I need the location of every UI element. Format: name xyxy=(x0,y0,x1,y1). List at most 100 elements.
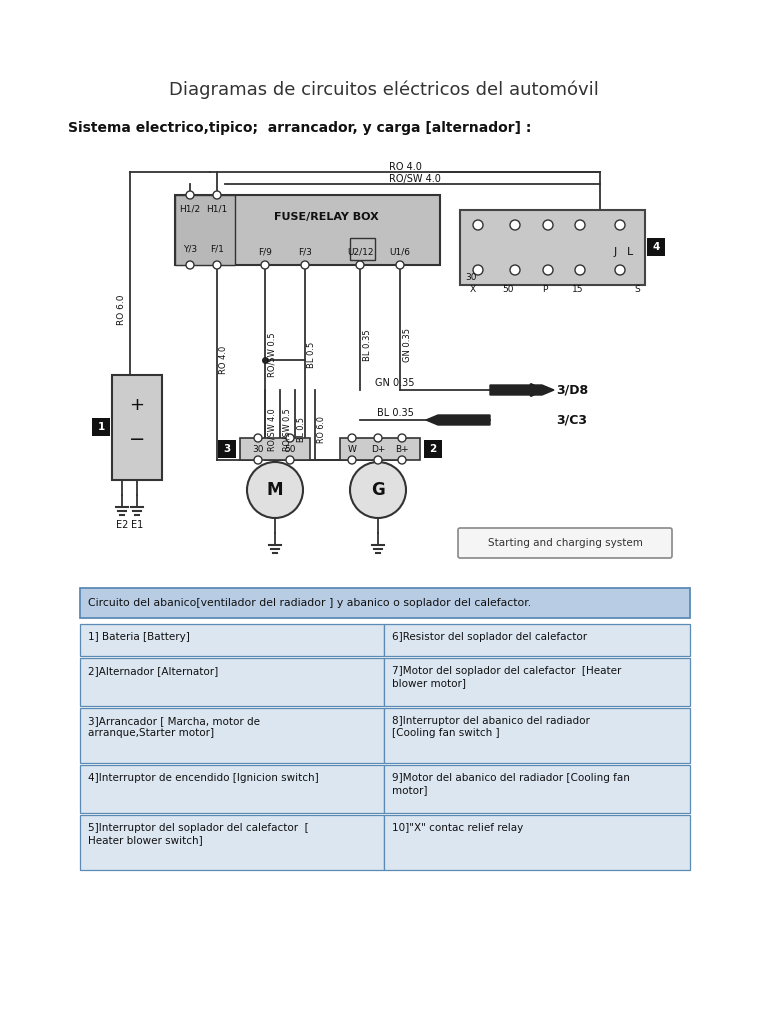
Text: BL 0.5: BL 0.5 xyxy=(297,418,306,442)
Text: 3]Arrancador [ Marcha, motor de
arranque,Starter motor]: 3]Arrancador [ Marcha, motor de arranque… xyxy=(88,716,260,737)
Text: RO/SW 4.0: RO/SW 4.0 xyxy=(267,409,276,452)
Text: BL 0.35: BL 0.35 xyxy=(362,329,372,360)
Circle shape xyxy=(510,220,520,230)
Text: J: J xyxy=(614,247,617,257)
Bar xyxy=(350,238,375,260)
Bar xyxy=(384,708,690,763)
Text: RO 4.0: RO 4.0 xyxy=(389,162,422,172)
Text: S: S xyxy=(634,285,640,294)
Circle shape xyxy=(473,220,483,230)
Bar xyxy=(175,195,235,265)
Text: 3/C3: 3/C3 xyxy=(557,414,588,427)
Text: P: P xyxy=(542,285,548,294)
Circle shape xyxy=(254,456,262,464)
Text: RO/SW 4.0: RO/SW 4.0 xyxy=(389,174,441,184)
Text: BL 0.35: BL 0.35 xyxy=(376,408,413,418)
Bar xyxy=(460,210,645,285)
Text: U2/12: U2/12 xyxy=(346,248,373,256)
Circle shape xyxy=(301,261,309,269)
Text: W: W xyxy=(348,444,356,454)
Text: Diagramas de circuitos eléctricos del automóvil: Diagramas de circuitos eléctricos del au… xyxy=(169,81,599,99)
Text: U1/6: U1/6 xyxy=(389,248,411,256)
Text: 1: 1 xyxy=(98,422,104,432)
Text: RO 6.0: RO 6.0 xyxy=(317,417,326,443)
Bar xyxy=(384,624,690,656)
Bar xyxy=(384,658,690,706)
Text: D+: D+ xyxy=(371,444,386,454)
Text: RO/SW 0.5: RO/SW 0.5 xyxy=(267,333,276,377)
Bar xyxy=(240,438,310,460)
Bar xyxy=(384,765,690,813)
Circle shape xyxy=(247,462,303,518)
Text: +: + xyxy=(130,396,144,414)
Text: F/1: F/1 xyxy=(210,245,224,254)
Text: E2: E2 xyxy=(116,520,128,530)
Circle shape xyxy=(398,434,406,442)
Circle shape xyxy=(615,265,625,275)
Bar xyxy=(424,440,442,458)
Circle shape xyxy=(186,261,194,269)
Bar xyxy=(92,418,110,436)
Text: 15: 15 xyxy=(572,285,584,294)
Text: FUSE/RELAY BOX: FUSE/RELAY BOX xyxy=(273,212,379,222)
Text: L: L xyxy=(627,247,633,257)
Text: −: − xyxy=(129,430,145,450)
Text: G: G xyxy=(371,481,385,499)
Circle shape xyxy=(575,220,585,230)
FancyArrow shape xyxy=(490,385,554,395)
Circle shape xyxy=(374,456,382,464)
Circle shape xyxy=(543,220,553,230)
Text: 7]Motor del soplador del calefactor  [Heater
blower motor]: 7]Motor del soplador del calefactor [Hea… xyxy=(392,666,621,687)
Circle shape xyxy=(510,265,520,275)
Text: 1] Bateria [Battery]: 1] Bateria [Battery] xyxy=(88,632,190,642)
Circle shape xyxy=(213,191,221,199)
Bar xyxy=(80,624,384,656)
Bar xyxy=(80,815,384,870)
Bar xyxy=(460,530,670,556)
FancyBboxPatch shape xyxy=(458,528,672,558)
Text: M: M xyxy=(266,481,283,499)
Circle shape xyxy=(286,434,294,442)
Text: BL 0.5: BL 0.5 xyxy=(307,342,316,368)
Circle shape xyxy=(261,261,269,269)
FancyArrow shape xyxy=(426,415,490,425)
Text: 2]Alternador [Alternator]: 2]Alternador [Alternator] xyxy=(88,666,218,676)
Circle shape xyxy=(286,456,294,464)
Text: H1/2: H1/2 xyxy=(180,205,200,213)
Text: 10]"X" contac relief relay: 10]"X" contac relief relay xyxy=(392,823,523,833)
Bar xyxy=(80,708,384,763)
Circle shape xyxy=(356,261,364,269)
Circle shape xyxy=(396,261,404,269)
Text: E1: E1 xyxy=(131,520,143,530)
Circle shape xyxy=(374,434,382,442)
Text: 8]Interruptor del abanico del radiador
[Cooling fan switch ]: 8]Interruptor del abanico del radiador [… xyxy=(392,716,590,737)
Text: 50: 50 xyxy=(284,444,296,454)
Bar xyxy=(80,765,384,813)
Circle shape xyxy=(398,456,406,464)
Bar xyxy=(80,588,690,618)
Circle shape xyxy=(348,456,356,464)
Bar xyxy=(340,438,420,460)
Bar xyxy=(218,440,236,458)
Text: 30: 30 xyxy=(252,444,263,454)
Text: Starting and charging system: Starting and charging system xyxy=(488,538,643,548)
Text: 4: 4 xyxy=(652,242,660,252)
Circle shape xyxy=(615,220,625,230)
Text: 30: 30 xyxy=(465,272,476,282)
Text: F/9: F/9 xyxy=(258,248,272,256)
Text: Circuito del abanico[ventilador del radiador ] y abanico o soplador del calefact: Circuito del abanico[ventilador del radi… xyxy=(88,598,531,608)
Circle shape xyxy=(213,261,221,269)
Circle shape xyxy=(575,265,585,275)
Text: 4]Interruptor de encendido [Ignicion switch]: 4]Interruptor de encendido [Ignicion swi… xyxy=(88,773,319,783)
Text: GN 0.35: GN 0.35 xyxy=(402,328,412,362)
Text: Sistema electrico,tipico;  arrancador, y carga [alternador] :: Sistema electrico,tipico; arrancador, y … xyxy=(68,121,531,135)
Text: GN 0.35: GN 0.35 xyxy=(376,378,415,388)
Text: 2: 2 xyxy=(429,444,437,454)
Bar xyxy=(384,815,690,870)
Circle shape xyxy=(348,434,356,442)
Text: B+: B+ xyxy=(396,444,409,454)
Bar xyxy=(175,195,440,265)
Circle shape xyxy=(350,462,406,518)
Circle shape xyxy=(186,191,194,199)
Bar xyxy=(647,238,665,256)
